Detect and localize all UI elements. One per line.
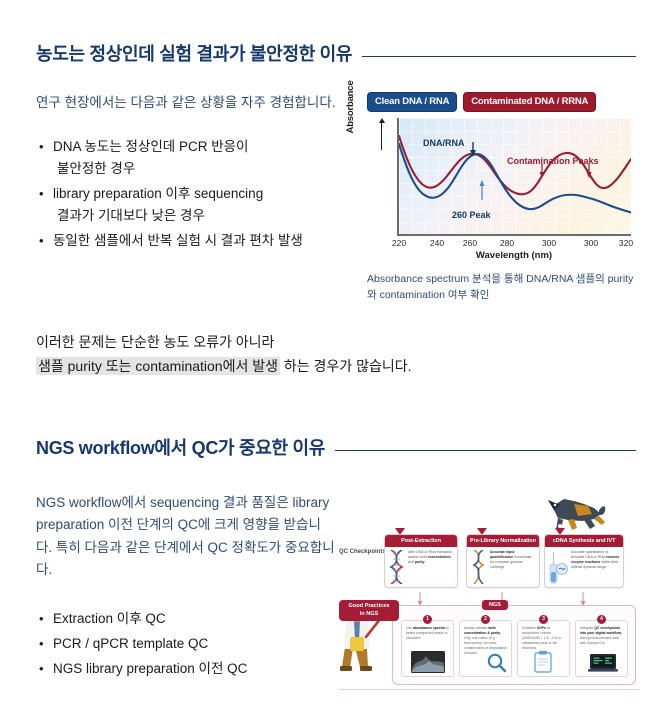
practice-card-text: Integrate QC checkpoints into your digit… <box>580 626 622 645</box>
plot-area <box>397 118 631 236</box>
checkpoint-card-text: Accurate input quantification is essenti… <box>490 550 532 569</box>
list-item: • DNA 농도는 정상인데 PCR 반응이 불안정한 경우 <box>36 136 336 180</box>
plot-gridlines <box>399 118 631 234</box>
legend-item-clean: Clean DNA / RNA <box>367 92 458 112</box>
annotation-260-peak: 260 Peak <box>452 210 491 220</box>
section2-heading-rule <box>335 449 636 451</box>
section1-bullet-list: • DNA 농도는 정상인데 PCR 반응이 불안정한 경우 • library… <box>36 136 336 251</box>
list-item: • PCR / qPCR template QC <box>36 633 336 655</box>
section1-intro-text: 연구 현장에서는 다음과 같은 상황을 자주 경험합니다. <box>36 95 336 110</box>
practice-card-3: Establish SOPs for acceptance criteria (… <box>517 620 570 677</box>
bullet-dot-icon: • <box>39 232 44 248</box>
magnifier-icon <box>487 653 507 673</box>
spectrum-thumbnail-icon <box>411 651 445 673</box>
bullet-text: Extraction 이후 QC <box>53 611 166 626</box>
annotation-arrows <box>470 142 592 200</box>
bullet-line-1: DNA 농도는 정상인데 PCR 반응이 <box>53 139 249 155</box>
checkpoint-card-text: After DNA or RNA extraction, assess both… <box>408 550 453 564</box>
callout-block: 이러한 문제는 단순한 농도 오류가 아니라 샘플 purity 또는 cont… <box>36 330 626 378</box>
bullet-line-1: 동일한 샘플에서 반복 실험 시 결과 편차 발생 <box>53 232 303 248</box>
practice-number-3: 3 <box>539 615 548 624</box>
legend-item-contaminated: Contaminated DNA / RRNA <box>463 92 597 112</box>
checkpoint-card-title: Post-Extraction <box>385 535 457 547</box>
list-item: • 동일한 샘플에서 반복 실험 시 결과 편차 발생 <box>36 230 336 252</box>
list-item: • NGS library preparation 이전 QC <box>36 658 336 680</box>
section1-heading-rule <box>362 55 636 57</box>
section2-title: NGS workflow에서 QC가 중요한 이유 <box>36 438 325 458</box>
practice-card-text: Always validate both concentration & pur… <box>464 626 507 655</box>
checkpoint-card-text: Accurate quantitation of template DNA or… <box>571 550 620 569</box>
figure-bottom-rule <box>339 689 639 690</box>
bullet-text: PCR / qPCR template QC <box>53 635 209 651</box>
list-item: • Extraction 이후 QC <box>36 608 336 630</box>
x-tick: 240 <box>429 238 445 248</box>
qc-checkpoints-label: QC Checkpoints <box>339 549 386 555</box>
ngs-badge: NGS <box>482 600 508 610</box>
checkpoint-card-post-extraction: Post-Extraction After DNA or RNA extract… <box>384 534 458 588</box>
callout-line-2: 샘플 purity 또는 contamination에서 발생 하는 경우가 많… <box>36 354 626 378</box>
x-axis-label: Wavelength (nm) <box>475 250 553 261</box>
y-axis-arrow-icon <box>378 118 385 150</box>
callout-line-1: 이러한 문제는 단순한 농도 오류가 아니라 <box>36 334 275 350</box>
spectrum-curves <box>399 134 631 214</box>
checkpoint-card-title: Pre-Library Normalization <box>467 535 539 547</box>
figure-caption: Absorbance spectrum 분석을 통해 DNA/RNA 샘플의 p… <box>367 273 634 301</box>
clipboard-icon <box>534 651 552 673</box>
absorbance-spectrum-figure: Clean DNA / RNA Contaminated DNA / RRNA … <box>345 81 635 304</box>
x-axis-ticks: 220 240 260 280 300 300 320 <box>392 238 634 250</box>
section1-heading: 농도는 정상인데 실험 결과가 불안정한 이유 <box>36 40 636 66</box>
ngs-qc-workflow-figure: QC Checkpoints Post-Extraction <box>337 492 643 692</box>
callout-tail: 하는 경우가 많습니다. <box>280 358 412 375</box>
callout-highlight: 샘플 purity 또는 contamination에서 발생 <box>36 357 280 376</box>
x-tick: 280 <box>499 238 515 248</box>
bullet-line-1: library preparation 이후 sequencing <box>53 185 264 201</box>
x-tick: 320 <box>618 238 634 248</box>
section1-title: 농도는 정상인데 실험 결과가 불안정한 이유 <box>36 44 353 64</box>
bullet-dot-icon: • <box>39 185 44 201</box>
section2-heading: NGS workflow에서 QC가 중요한 이유 <box>36 434 636 460</box>
practice-card-4: Integrate QC checkpoints into your digit… <box>575 620 628 677</box>
bullet-line-2: 결과가 기대보다 낮은 경우 <box>57 207 205 223</box>
good-practices-line-1: Good Practices <box>348 603 390 609</box>
dna-helix-icon <box>389 550 404 584</box>
pipette-tube-icon <box>549 552 568 584</box>
list-item: • library preparation 이후 sequencing 결과가 … <box>36 183 336 227</box>
bullet-line-2: 불안정한 경우 <box>57 161 136 177</box>
spectrum-plot: Absorbance <box>345 81 635 264</box>
bullet-dot-icon: • <box>39 139 44 155</box>
checkpoint-card-title: cDNA Synthesis and IVT <box>545 535 623 547</box>
practice-number-2: 2 <box>481 615 490 624</box>
practice-card-text: Establish SOPs for acceptance criteria (… <box>522 626 562 650</box>
bullet-dot-icon: • <box>39 660 44 676</box>
bullet-text: NGS library preparation 이전 QC <box>53 660 248 676</box>
x-tick: 260 <box>462 238 478 248</box>
x-tick: 300 <box>583 238 599 248</box>
bullet-dot-icon: • <box>39 635 44 651</box>
rna-strand-icon <box>472 550 485 584</box>
x-tick: 300 <box>541 238 557 248</box>
section2-bullet-list: • Extraction 이후 QC • PCR / qPCR template… <box>36 608 336 683</box>
annotation-dna-rna: DNA/RNA <box>423 138 465 148</box>
section1-left-column: 연구 현장에서는 다음과 같은 상황을 자주 경험합니다. • DNA 농도는 … <box>36 92 336 255</box>
bullet-dot-icon: • <box>39 611 44 626</box>
practice-card-1: Use absorbance spectra to detect unexpec… <box>401 620 454 677</box>
chart-legend: Clean DNA / RNA Contaminated DNA / RRNA <box>367 92 635 112</box>
practice-card-2: Always validate both concentration & pur… <box>459 620 512 677</box>
practice-number-1: 1 <box>423 615 432 624</box>
section2-intro-text: NGS workflow에서 sequencing 결과 품질은 library… <box>36 495 335 577</box>
good-practices-label: Good Practices in NGS <box>339 600 399 622</box>
laptop-dashboard-icon <box>588 654 618 672</box>
checkpoint-pins <box>395 524 565 535</box>
x-tick: 220 <box>391 238 407 248</box>
checkpoint-card-pre-library-normalization: Pre-Library Normalization Accurate input… <box>466 534 540 588</box>
annotation-contamination-peaks: Contamination Peaks <box>507 156 599 166</box>
checkpoint-card-cdna-synthesis-ivt: cDNA Synthesis and IVT Accurate quantita… <box>544 534 624 588</box>
good-practices-line-2: in NGS <box>359 610 379 617</box>
practice-number-4: 4 <box>597 615 606 624</box>
practice-card-text: Use absorbance spectra to detect unexpec… <box>406 626 449 640</box>
y-axis-label: Absorbance <box>345 80 356 134</box>
